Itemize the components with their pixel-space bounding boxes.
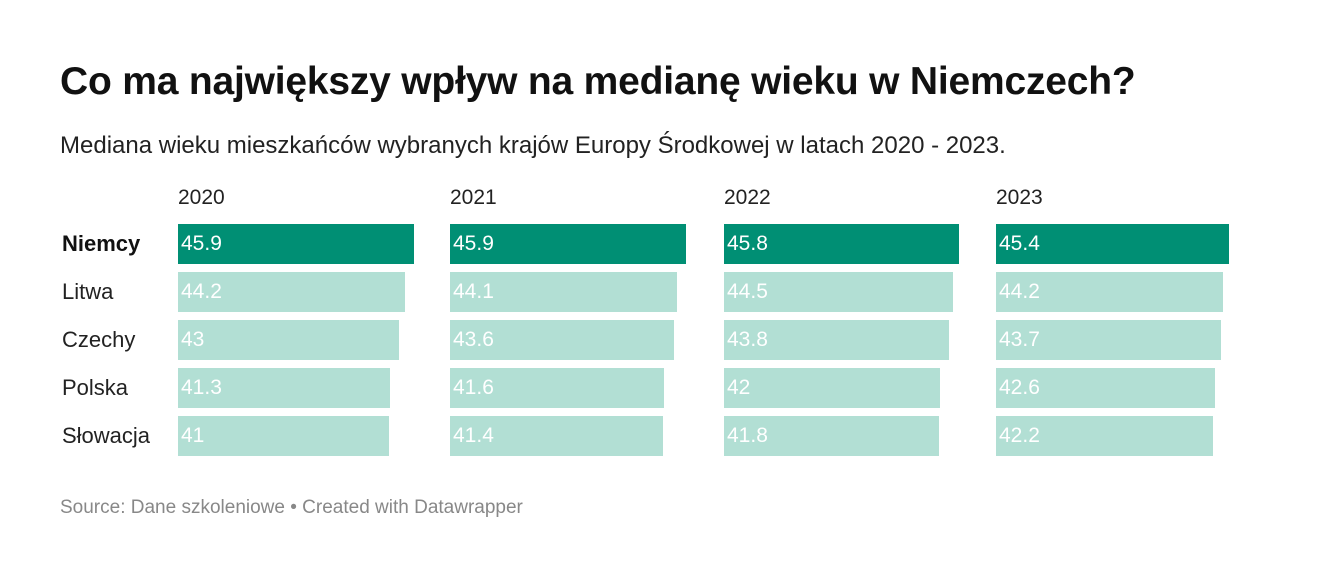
source-note: Source: Dane szkoleniowe • Created with … bbox=[60, 497, 523, 518]
bar-value-label: 43.6 bbox=[453, 328, 494, 351]
panel-year-label: 2023 bbox=[996, 186, 1043, 209]
bar-value-label: 44.2 bbox=[999, 280, 1040, 303]
bar bbox=[996, 224, 1229, 264]
bar bbox=[178, 416, 389, 456]
bar-value-label: 44.1 bbox=[453, 280, 494, 303]
bar-value-label: 42.2 bbox=[999, 424, 1040, 447]
bar bbox=[996, 368, 1215, 408]
bar-value-label: 41.6 bbox=[453, 376, 494, 399]
bar bbox=[996, 320, 1221, 360]
panel-year-label: 2021 bbox=[450, 186, 497, 209]
bar-value-label: 42.6 bbox=[999, 376, 1040, 399]
bar bbox=[450, 368, 664, 408]
row-label: Niemcy bbox=[62, 231, 141, 256]
row-label: Czechy bbox=[62, 327, 136, 352]
bar-value-label: 45.4 bbox=[999, 232, 1040, 255]
bar-value-label: 41.8 bbox=[727, 424, 768, 447]
chart-subtitle: Mediana wieku mieszkańców wybranych kraj… bbox=[60, 132, 1006, 159]
bar-value-label: 44.2 bbox=[181, 280, 222, 303]
bar-value-label: 45.9 bbox=[453, 232, 494, 255]
row-label: Słowacja bbox=[62, 423, 151, 448]
bar-value-label: 41 bbox=[181, 424, 205, 447]
bar-value-label: 41.3 bbox=[181, 376, 222, 399]
bar bbox=[724, 224, 959, 264]
bar bbox=[724, 272, 953, 312]
bar bbox=[178, 320, 399, 360]
bar bbox=[450, 416, 663, 456]
chart-title: Co ma największy wpływ na medianę wieku … bbox=[60, 60, 1136, 103]
bar bbox=[996, 416, 1213, 456]
bar bbox=[450, 272, 677, 312]
bar bbox=[450, 320, 674, 360]
bar-value-label: 45.8 bbox=[727, 232, 768, 255]
bar bbox=[996, 272, 1223, 312]
bar bbox=[724, 320, 949, 360]
bar-value-label: 44.5 bbox=[727, 280, 768, 303]
row-label: Polska bbox=[62, 375, 129, 400]
bar bbox=[724, 416, 939, 456]
row-label: Litwa bbox=[62, 279, 114, 304]
bar-value-label: 43.8 bbox=[727, 328, 768, 351]
panel-year-label: 2022 bbox=[724, 186, 771, 209]
panel-year-label: 2020 bbox=[178, 186, 225, 209]
bar bbox=[178, 272, 405, 312]
bar bbox=[178, 224, 414, 264]
bar bbox=[178, 368, 390, 408]
bar-value-label: 45.9 bbox=[181, 232, 222, 255]
bar-value-label: 42 bbox=[727, 376, 751, 399]
bar bbox=[724, 368, 940, 408]
bar-value-label: 43 bbox=[181, 328, 205, 351]
bar-value-label: 43.7 bbox=[999, 328, 1040, 351]
bar bbox=[450, 224, 686, 264]
bar-value-label: 41.4 bbox=[453, 424, 494, 447]
